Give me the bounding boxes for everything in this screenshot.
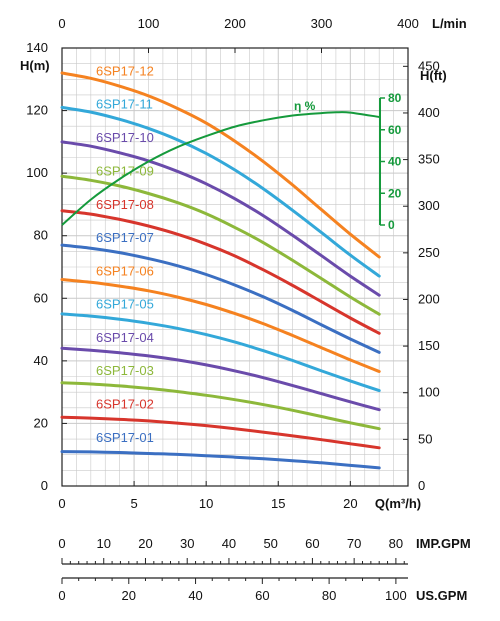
secondary-scale-tick-label: 40 xyxy=(222,536,236,551)
y-left-tick-label: 60 xyxy=(34,290,48,305)
x-top-tick-label: 0 xyxy=(58,16,65,31)
efficiency-tick-label: 40 xyxy=(388,155,402,169)
pump-curve xyxy=(60,243,381,354)
efficiency-tick-label: 20 xyxy=(388,186,402,200)
x-top-tick-label: 300 xyxy=(311,16,333,31)
y-right-axis-label: H(ft) xyxy=(420,68,447,83)
efficiency-curve-label: η % xyxy=(294,99,316,113)
pump-curve xyxy=(60,209,381,335)
series-label: 6SP17-06 xyxy=(96,263,154,278)
series-label: 6SP17-02 xyxy=(96,397,154,412)
y-right-tick-label: 400 xyxy=(418,105,440,120)
x-bottom-tick-label: 15 xyxy=(271,496,285,511)
x-top-tick-label: 100 xyxy=(138,16,160,31)
pump-curve xyxy=(60,105,381,278)
secondary-scale-tick-label: 40 xyxy=(188,588,202,603)
efficiency-tick-label: 0 xyxy=(388,218,395,232)
pump-curve xyxy=(60,312,381,393)
y-left-tick-label: 140 xyxy=(26,40,48,55)
y-right-tick-label: 150 xyxy=(418,338,440,353)
series-label: 6SP17-12 xyxy=(96,64,154,79)
secondary-scale-tick-label: 20 xyxy=(122,588,136,603)
y-right-tick-label: 350 xyxy=(418,152,440,167)
efficiency-tick-label: 60 xyxy=(388,123,402,137)
pump-curve xyxy=(60,346,381,412)
y-right-tick-label: 450 xyxy=(418,58,440,73)
secondary-scale-tick-label: 10 xyxy=(97,536,111,551)
series-label: 6SP17-07 xyxy=(96,230,154,245)
pump-curve xyxy=(60,278,381,373)
secondary-scale-tick-label: 20 xyxy=(138,536,152,551)
x-top-axis-label: L/min xyxy=(432,16,467,31)
y-right-tick-label: 250 xyxy=(418,245,440,260)
series-label: 6SP17-01 xyxy=(96,430,154,445)
pump-curve xyxy=(60,174,381,316)
y-left-tick-label: 0 xyxy=(41,478,48,493)
x-bottom-axis-label: Q(m³/h) xyxy=(375,496,421,511)
efficiency-curve xyxy=(61,111,380,226)
x-bottom-tick-label: 0 xyxy=(58,496,65,511)
secondary-scale-tick-label: 0 xyxy=(58,536,65,551)
efficiency-tick-label: 80 xyxy=(388,91,402,105)
series-label: 6SP17-11 xyxy=(96,97,153,112)
pump-curve xyxy=(60,381,381,431)
pump-curve xyxy=(60,450,381,470)
series-label: 6SP17-10 xyxy=(96,130,154,145)
pump-curve xyxy=(60,415,381,450)
y-right-tick-label: 300 xyxy=(418,198,440,213)
y-left-tick-label: 40 xyxy=(34,353,48,368)
series-label: 6SP17-03 xyxy=(96,363,154,378)
secondary-scale-label: IMP.GPM xyxy=(416,536,471,551)
secondary-scale-tick-label: 60 xyxy=(305,536,319,551)
x-bottom-tick-label: 10 xyxy=(199,496,213,511)
x-bottom-tick-label: 5 xyxy=(130,496,137,511)
y-left-tick-label: 120 xyxy=(26,103,48,118)
pump-curves xyxy=(60,71,381,470)
secondary-scale-tick-label: 100 xyxy=(385,588,407,603)
series-label: 6SP17-05 xyxy=(96,297,154,312)
y-right-tick-label: 50 xyxy=(418,431,432,446)
x-top-tick-label: 400 xyxy=(397,16,419,31)
y-left-tick-label: 20 xyxy=(34,415,48,430)
secondary-scale-label: US.GPM xyxy=(416,588,467,603)
x-bottom-tick-label: 20 xyxy=(343,496,357,511)
y-right-tick-label: 200 xyxy=(418,291,440,306)
y-left-tick-label: 100 xyxy=(26,165,48,180)
series-label: 6SP17-08 xyxy=(96,197,154,212)
y-right-tick-label: 100 xyxy=(418,385,440,400)
x-top-tick-label: 200 xyxy=(224,16,246,31)
series-label: 6SP17-04 xyxy=(96,330,154,345)
secondary-scale-tick-label: 60 xyxy=(255,588,269,603)
secondary-scale-tick-label: 50 xyxy=(263,536,277,551)
secondary-scale-tick-label: 80 xyxy=(322,588,336,603)
y-left-tick-label: 80 xyxy=(34,228,48,243)
y-left-axis-label: H(m) xyxy=(20,58,50,73)
secondary-scale-tick-label: 0 xyxy=(58,588,65,603)
secondary-scale-tick-label: 80 xyxy=(389,536,403,551)
pump-curve xyxy=(60,140,381,297)
secondary-scale-tick-label: 30 xyxy=(180,536,194,551)
y-right-tick-label: 0 xyxy=(418,478,425,493)
secondary-scale-tick-label: 70 xyxy=(347,536,361,551)
